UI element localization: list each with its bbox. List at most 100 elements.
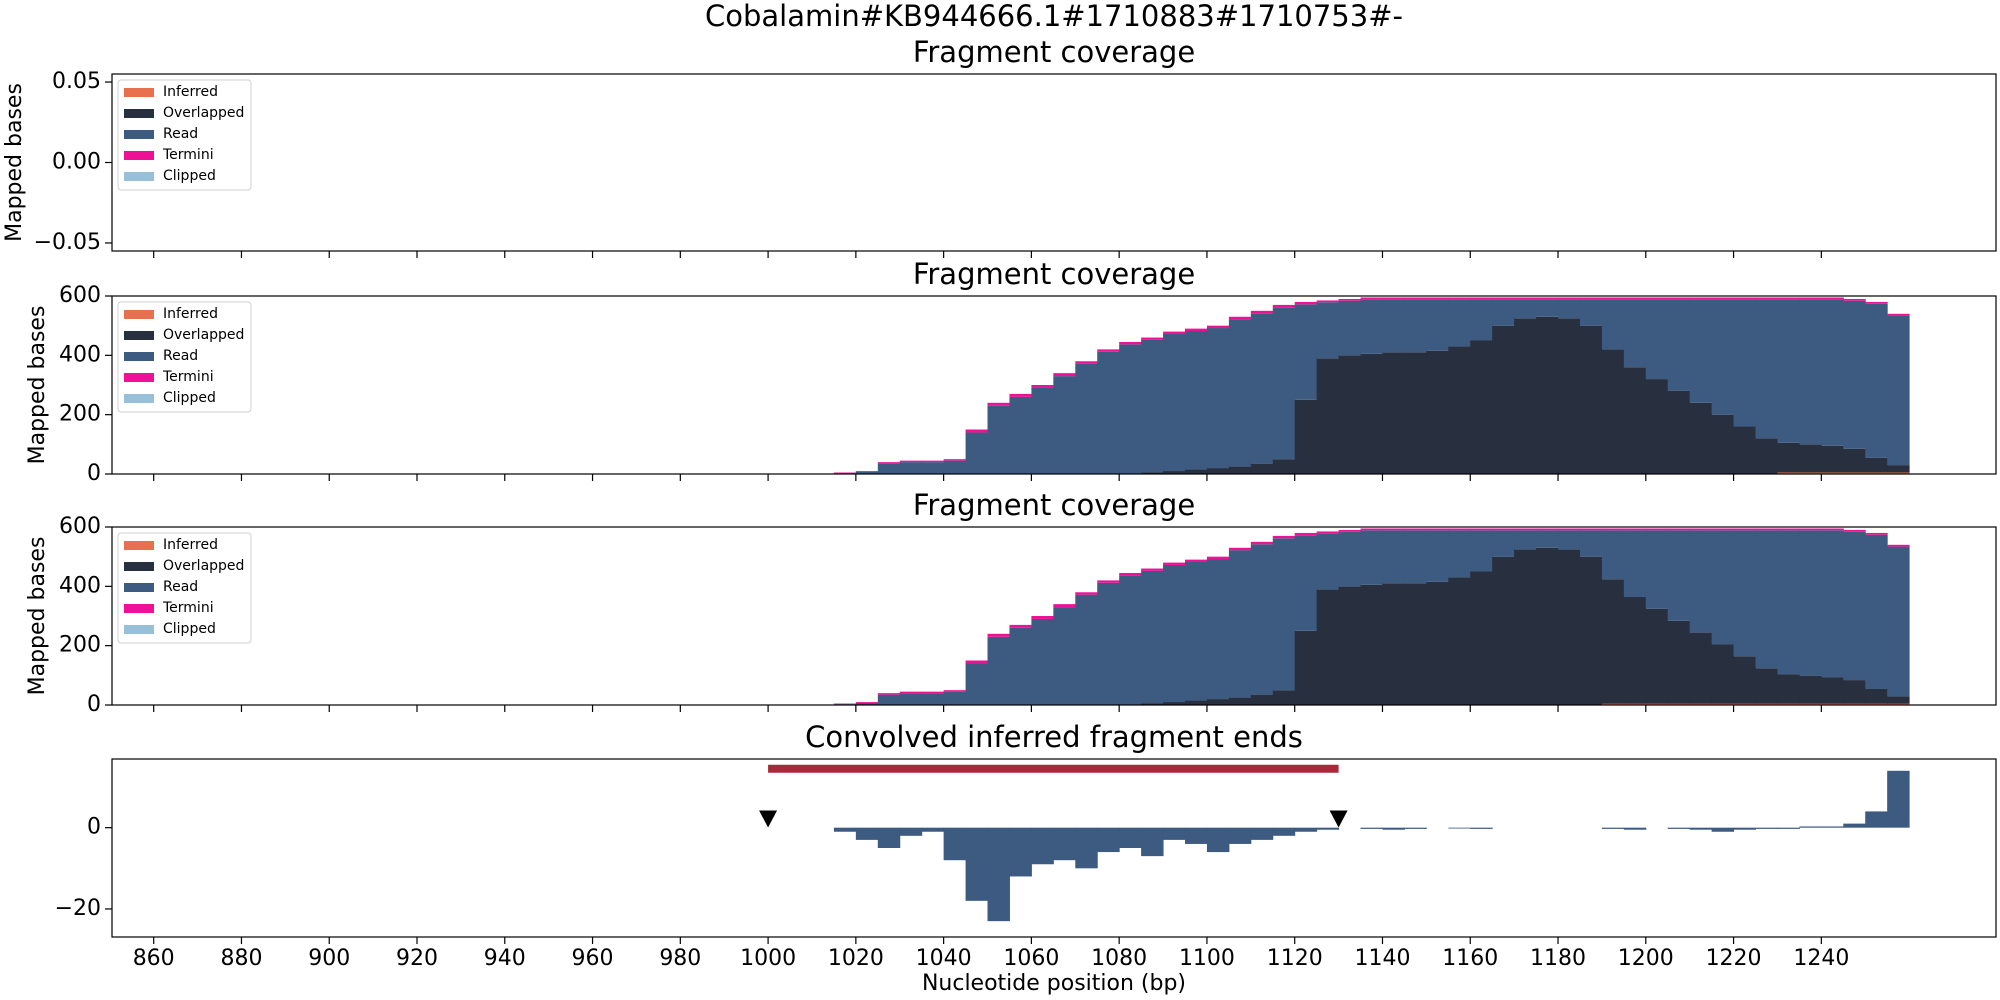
x-axis-label: Nucleotide position (bp) <box>922 971 1186 996</box>
histogram-bar <box>1667 530 1691 621</box>
histogram-bar <box>1470 571 1493 705</box>
legend-swatch <box>124 172 154 181</box>
histogram-bar <box>1272 459 1296 474</box>
histogram-bar <box>1865 688 1888 704</box>
histogram-bar <box>1667 827 1691 829</box>
histogram-bar <box>1579 299 1603 326</box>
histogram-bar <box>1382 352 1405 474</box>
histogram-bar <box>1448 346 1471 474</box>
y-tick-label: 0 <box>87 692 101 717</box>
legend-label: Inferred <box>163 537 218 553</box>
histogram-bar <box>987 827 1010 922</box>
legend-swatch <box>124 373 154 382</box>
histogram-bar <box>1799 530 1822 676</box>
histogram-bar <box>1887 770 1910 828</box>
x-tick-label: 1060 <box>1003 946 1059 971</box>
legend-label: Overlapped <box>163 327 244 343</box>
histogram-bar <box>987 636 1010 705</box>
axes-title: Fragment coverage <box>913 35 1195 69</box>
histogram-bar <box>1536 297 1559 300</box>
histogram-bar <box>1338 529 1362 532</box>
axes-frame <box>111 73 1997 252</box>
histogram-bar <box>1097 827 1120 853</box>
histogram-bar <box>1601 827 1625 829</box>
histogram-bar <box>1667 528 1691 531</box>
legend-box <box>117 532 252 644</box>
histogram-bar <box>1338 300 1362 356</box>
histogram-bar <box>1009 827 1032 877</box>
legend-label: Termini <box>162 600 214 616</box>
histogram-bar <box>1250 463 1274 474</box>
histogram-bar <box>1667 620 1691 704</box>
histogram-bar <box>1733 299 1757 427</box>
histogram-bar <box>1492 528 1515 531</box>
histogram-bar <box>1404 297 1427 300</box>
legend-swatch <box>124 352 154 361</box>
histogram-bar <box>1843 472 1866 474</box>
y-tick-label: 600 <box>59 283 101 308</box>
histogram-bar <box>1514 549 1537 705</box>
legend-swatch <box>124 583 154 592</box>
histogram-bar <box>1228 319 1252 467</box>
histogram-bar <box>855 702 879 705</box>
histogram-bar <box>1470 827 1493 829</box>
histogram-bar <box>1777 827 1800 829</box>
histogram-bar <box>833 472 857 474</box>
histogram-bar <box>1075 592 1098 595</box>
histogram-bar <box>1009 624 1032 628</box>
y-axis-label: Mapped bases <box>25 306 50 465</box>
histogram-bar <box>1404 352 1427 474</box>
histogram-bar <box>899 693 923 705</box>
histogram-bar <box>1689 530 1713 633</box>
histogram-bar <box>1382 530 1405 584</box>
figure-title: Cobalamin#KB944666.1#1710883#1710753#- <box>705 0 1403 33</box>
histogram-bar <box>1711 827 1735 832</box>
histogram-bar <box>1338 298 1362 301</box>
x-tick-label: 1040 <box>916 946 972 971</box>
histogram-bar <box>921 460 945 463</box>
histogram-bar <box>1053 373 1076 377</box>
histogram-bar <box>1733 530 1757 657</box>
histogram-bar <box>1733 656 1757 704</box>
histogram-bar <box>1689 297 1713 300</box>
legend-swatch <box>124 604 154 613</box>
x-tick-label: 1100 <box>1179 946 1235 971</box>
histogram-bar <box>855 827 879 840</box>
histogram-bar <box>1250 544 1274 695</box>
histogram-bar <box>1492 297 1515 300</box>
x-tick-label: 920 <box>396 946 438 971</box>
axes-title: Fragment coverage <box>913 257 1195 291</box>
histogram-bar <box>1821 677 1844 704</box>
histogram-bar <box>1470 528 1493 531</box>
histogram-bar <box>1097 582 1120 705</box>
histogram-bar <box>1426 581 1449 705</box>
histogram-bar <box>1404 583 1427 705</box>
histogram-bar <box>1645 530 1669 609</box>
histogram-bar <box>1184 700 1208 705</box>
histogram-bar <box>1536 530 1559 548</box>
histogram-bar <box>1645 379 1669 474</box>
x-tick-label: 1200 <box>1618 946 1674 971</box>
histogram-bar <box>1031 618 1054 705</box>
histogram-bar <box>1184 331 1208 470</box>
histogram-bar <box>1294 301 1318 305</box>
histogram-bar <box>1843 529 1866 532</box>
legend-swatch <box>124 310 154 319</box>
histogram-bar <box>1711 530 1735 645</box>
histogram-bar <box>1360 584 1383 705</box>
legend-label: Read <box>163 126 198 142</box>
histogram-bar <box>1536 316 1559 474</box>
histogram-bar <box>1206 556 1230 560</box>
histogram-bar <box>899 691 923 694</box>
legend-label: Termini <box>162 147 214 163</box>
histogram-bar <box>1689 827 1713 830</box>
histogram-bar <box>1053 607 1076 705</box>
histogram-bar <box>1382 827 1405 830</box>
histogram-bar <box>1075 363 1098 474</box>
marker-triangle <box>759 810 778 828</box>
legend-swatch <box>124 331 154 340</box>
histogram-bar <box>1382 528 1405 531</box>
histogram-bar <box>1821 299 1844 446</box>
histogram-bar <box>1097 351 1120 474</box>
histogram-bar <box>1865 811 1888 828</box>
